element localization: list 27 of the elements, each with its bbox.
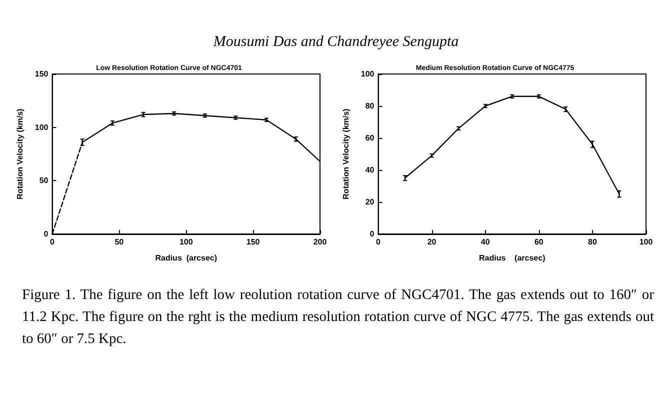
caption: Figure 1. The figure on the left low reolution rotation curve of NGC4701. The gas extends out to 160″ or 11.2 Kpc. The figure on the rght is the medium resolution rotation curve of NGC 4775. The gas extends out to 60″ or 7.5 Kpc.: [22, 286, 654, 349]
y-tick-label: 0: [44, 230, 49, 238]
x-tick-label: 0: [376, 238, 382, 246]
x-tick-label: 200: [313, 238, 328, 246]
x-tick-label: 100: [639, 238, 654, 246]
y-tick-label: 0: [370, 230, 375, 238]
x-tick-label: 40: [480, 238, 490, 246]
x-tick-label: 0: [50, 238, 56, 246]
x-axis-title: Radius (arcsec): [479, 254, 546, 262]
x-tick-label: 80: [588, 238, 598, 246]
y-axis-title: Rotation Velocity (km/s): [342, 108, 350, 200]
y-tick-label: 60: [365, 134, 375, 142]
y-tick-label: 150: [34, 70, 49, 78]
y-tick-label: 40: [365, 166, 375, 174]
y-tick-label: 50: [39, 176, 49, 186]
y-tick-label: 100: [34, 122, 49, 132]
y-axis-title: Rotation Velocity (km/s): [16, 108, 24, 200]
x-tick-label: 50: [114, 238, 124, 246]
y-tick-label: 80: [365, 102, 375, 110]
x-tick-label: 60: [534, 238, 544, 246]
y-tick-label: 100: [360, 70, 375, 78]
text: Mousumi Das and Chandreyee Sengupta: [212, 34, 460, 51]
x-tick-label: 150: [246, 238, 260, 246]
y-tick-label: 20: [365, 198, 375, 206]
x-axis-title: Radius (arcsec): [155, 254, 218, 262]
x-tick-label: 100: [179, 238, 194, 246]
x-tick-label: 20: [427, 238, 437, 246]
